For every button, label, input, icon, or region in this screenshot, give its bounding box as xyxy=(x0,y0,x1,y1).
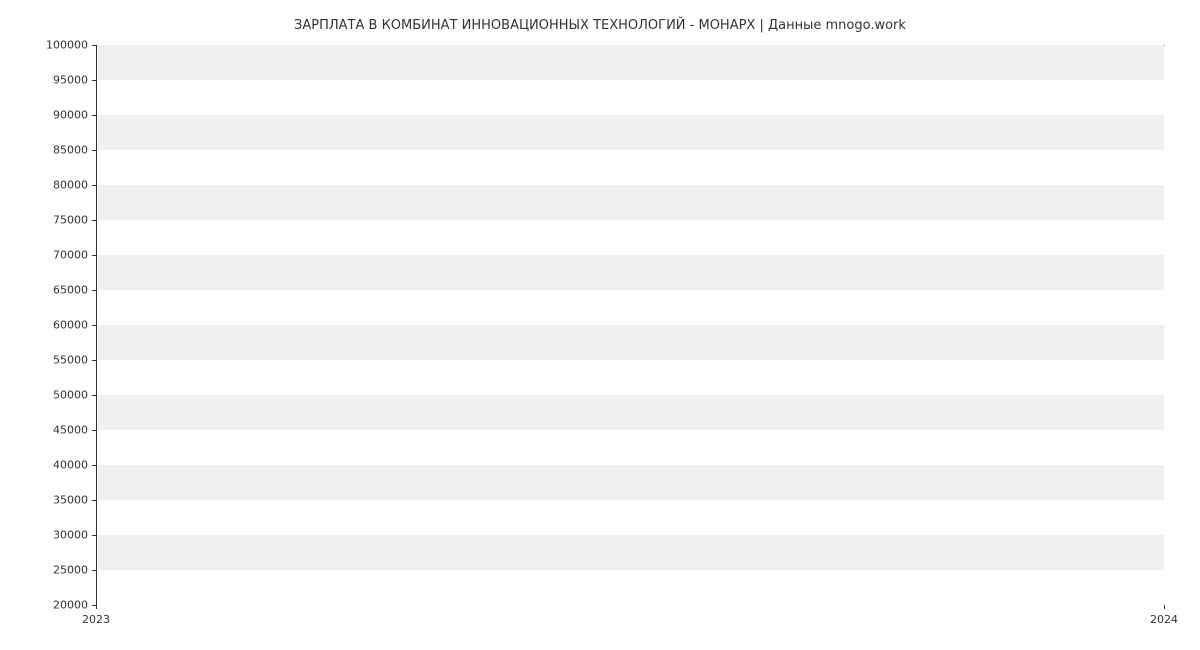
grid-band xyxy=(97,185,1164,220)
y-tick-label: 35000 xyxy=(28,494,88,507)
y-tick-mark xyxy=(92,430,96,431)
y-tick-label: 95000 xyxy=(28,74,88,87)
y-tick-mark xyxy=(92,500,96,501)
grid-band xyxy=(97,80,1164,115)
y-tick-mark xyxy=(92,325,96,326)
grid-band xyxy=(97,150,1164,185)
x-tick-mark xyxy=(96,605,97,609)
grid-band xyxy=(97,255,1164,290)
y-tick-label: 85000 xyxy=(28,144,88,157)
y-tick-mark xyxy=(92,465,96,466)
y-tick-mark xyxy=(92,395,96,396)
grid-band xyxy=(97,220,1164,255)
y-tick-mark xyxy=(92,290,96,291)
y-tick-label: 65000 xyxy=(28,284,88,297)
y-tick-label: 55000 xyxy=(28,354,88,367)
y-tick-label: 90000 xyxy=(28,109,88,122)
grid-band xyxy=(97,465,1164,500)
y-tick-label: 60000 xyxy=(28,319,88,332)
y-tick-label: 20000 xyxy=(28,599,88,612)
y-tick-mark xyxy=(92,535,96,536)
x-tick-label: 2023 xyxy=(82,613,110,626)
y-tick-label: 70000 xyxy=(28,249,88,262)
x-tick-mark xyxy=(1164,605,1165,609)
chart-title: ЗАРПЛАТА В КОМБИНАТ ИННОВАЦИОННЫХ ТЕХНОЛ… xyxy=(0,18,1200,33)
y-tick-mark xyxy=(92,150,96,151)
grid-band xyxy=(97,570,1164,605)
x-tick-label: 2024 xyxy=(1150,613,1178,626)
grid-band xyxy=(97,535,1164,570)
y-tick-mark xyxy=(92,185,96,186)
y-tick-label: 50000 xyxy=(28,389,88,402)
grid-band xyxy=(97,360,1164,395)
y-tick-mark xyxy=(92,115,96,116)
y-tick-mark xyxy=(92,80,96,81)
y-tick-label: 75000 xyxy=(28,214,88,227)
grid-band xyxy=(97,290,1164,325)
grid-band xyxy=(97,45,1164,80)
grid-band xyxy=(97,430,1164,465)
y-tick-mark xyxy=(92,220,96,221)
y-tick-mark xyxy=(92,360,96,361)
grid-band xyxy=(97,325,1164,360)
grid-band xyxy=(97,115,1164,150)
y-tick-label: 30000 xyxy=(28,529,88,542)
y-tick-label: 80000 xyxy=(28,179,88,192)
y-tick-label: 40000 xyxy=(28,459,88,472)
y-tick-mark xyxy=(92,45,96,46)
y-tick-label: 45000 xyxy=(28,424,88,437)
salary-chart: ЗАРПЛАТА В КОМБИНАТ ИННОВАЦИОННЫХ ТЕХНОЛ… xyxy=(0,0,1200,650)
y-tick-mark xyxy=(92,570,96,571)
y-tick-label: 100000 xyxy=(28,39,88,52)
grid-band xyxy=(97,395,1164,430)
y-tick-mark xyxy=(92,255,96,256)
y-tick-label: 25000 xyxy=(28,564,88,577)
plot-area xyxy=(96,45,1164,605)
grid-band xyxy=(97,500,1164,535)
